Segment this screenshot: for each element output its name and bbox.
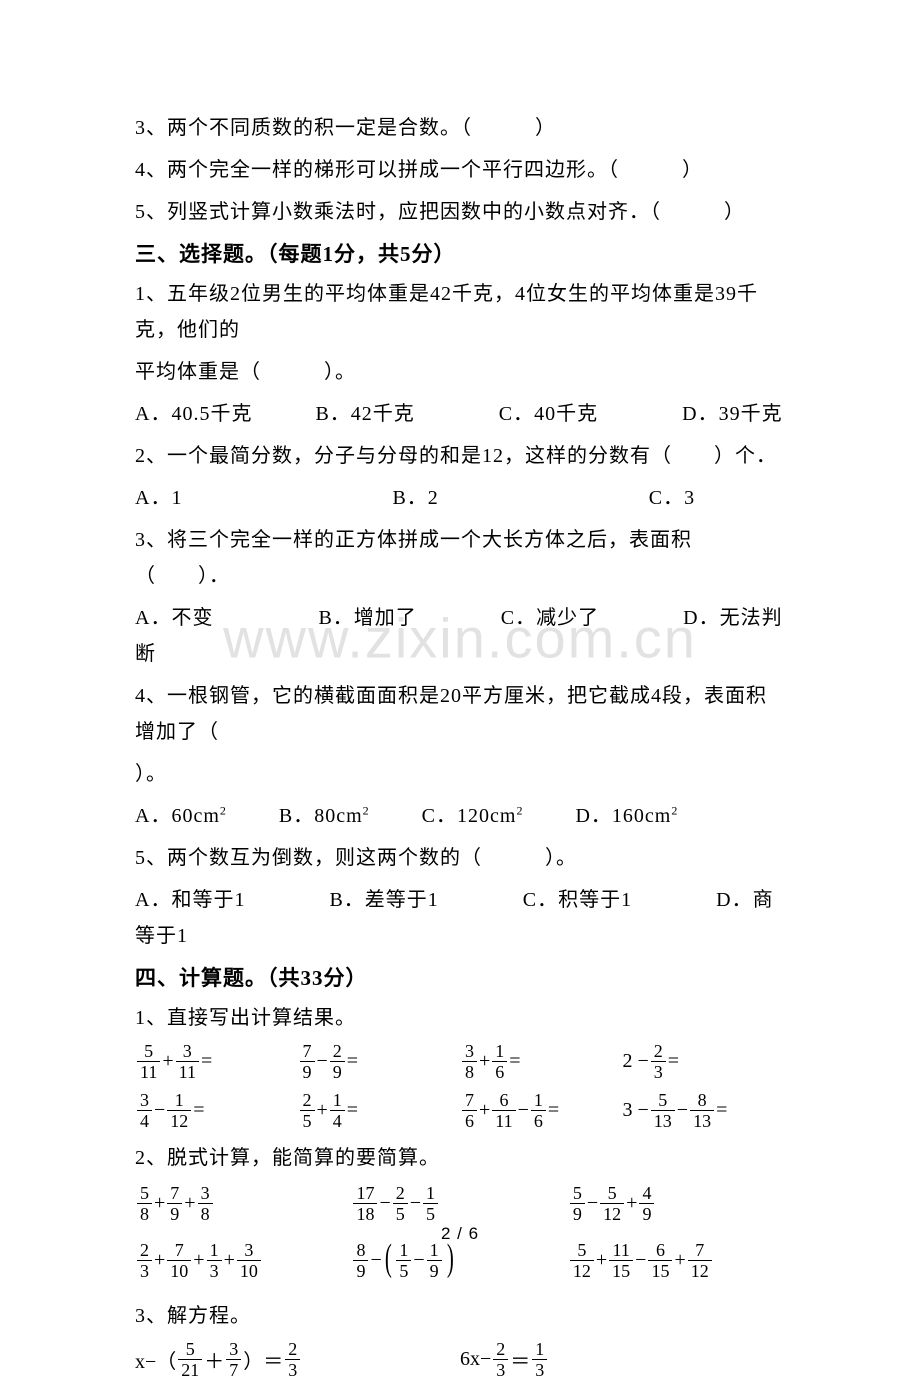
section4-title: 四、计算题。（共33分） [135,962,785,992]
calc1-row2: 34 − 112 = 25 + 14 = 76 + 611 − 16 = 3 −… [135,1091,785,1130]
calc1-r2c1: 34 − 112 = [135,1091,298,1130]
s3-q3: 3、将三个完全一样的正方体拼成一个大长方体之后，表面积（ ）． [135,522,785,594]
s4-p1: 1、直接写出计算结果。 [135,1000,785,1036]
s3-q2-opts: A．1 B．2 C．3 [135,480,785,516]
section3-title: 三、选择题。（每题1分，共5分） [135,238,785,268]
tf-q5: 5、列竖式计算小数乘法时，应把因数中的小数点对齐．（ ） [135,194,785,230]
calc1-r2c3: 76 + 611 − 16 = [460,1091,623,1130]
calc1-r2c4: 3 − 513 − 813 = [623,1091,786,1130]
s3-q5: 5、两个数互为倒数，则这两个数的（ ）。 [135,840,785,876]
calc1-r1c3: 38 + 16 = [460,1042,623,1081]
sup2-c: 2 [516,803,523,817]
s3-q1-opts: A．40.5千克 B．42千克 C．40千克 D．39千克 [135,396,785,432]
s3-q1b: 平均体重是（ ）。 [135,354,785,390]
s3-q4C: C．120cm [422,805,517,827]
calc2-r2c3: 512+ 1115− 615+ 712 [568,1241,784,1280]
tf-q4: 4、两个完全一样的梯形可以拼成一个平行四边形。（ ） [135,152,785,188]
calc2-row2: 23+ 710+ 13+ 310 89− ( 15− 19 ) 512+ 111… [135,1241,785,1280]
tf-q3: 3、两个不同质数的积一定是合数。（ ） [135,110,785,146]
eq2: 6x− 23 ＝ 13 [460,1340,785,1379]
s3-q5-opts: A．和等于1 B．差等于1 C．积等于1 D．商等于1 [135,882,785,954]
calc1-r1c4: 2 − 23 = [623,1042,786,1081]
calc2-row1: 58+ 79+ 38 1718− 25− 15 59− 512+ 49 [135,1184,785,1223]
sup2-d: 2 [671,803,678,817]
s3-q2: 2、一个最简分数，分子与分母的和是12，这样的分数有（ ）个． [135,438,785,474]
calc2-r2c1: 23+ 710+ 13+ 310 [135,1241,351,1280]
eq-row: x−（ 521 ＋ 37 ）＝ 23 6x− 23 ＝ 13 [135,1340,785,1379]
s3-q3-opts: A．不变 B．增加了 C．减少了 D．无法判断 [135,600,785,672]
s3-q4-opts: A．60cm2 B．80cm2 C．120cm2 D．160cm2 [135,798,785,834]
calc2-r1c2: 1718− 25− 15 [351,1184,567,1223]
calc1-r1c1: 511 + 311 = [135,1042,298,1081]
s3-q4A: A．60cm [135,805,220,827]
calc1-r2c2: 25 + 14 = [298,1091,461,1130]
s3-q4b: ）。 [135,756,785,792]
calc1-row1: 511 + 311 = 79 − 29 = 38 + 16 = 2 − 23 = [135,1042,785,1081]
s3-q4a: 4、一根钢管，它的横截面面积是20平方厘米，把它截成4段，表面积增加了（ [135,678,785,750]
s3-q4B: B．80cm [279,805,363,827]
s3-q1a: 1、五年级2位男生的平均体重是42千克，4位女生的平均体重是39千克，他们的 [135,276,785,348]
eq1: x−（ 521 ＋ 37 ）＝ 23 [135,1340,460,1379]
s4-p3: 3、解方程。 [135,1298,785,1334]
page-number: 2 / 6 [0,1224,920,1244]
s4-p2: 2、脱式计算，能简算的要简算。 [135,1140,785,1176]
calc2-r1c3: 59− 512+ 49 [568,1184,784,1223]
calc1-r1c2: 79 − 29 = [298,1042,461,1081]
sup2-b: 2 [363,803,370,817]
s3-q4D: D．160cm [575,805,671,827]
calc2-r1c1: 58+ 79+ 38 [135,1184,351,1223]
calc2-r2c2: 89− ( 15− 19 ) [351,1241,567,1280]
sup2-a: 2 [220,803,227,817]
